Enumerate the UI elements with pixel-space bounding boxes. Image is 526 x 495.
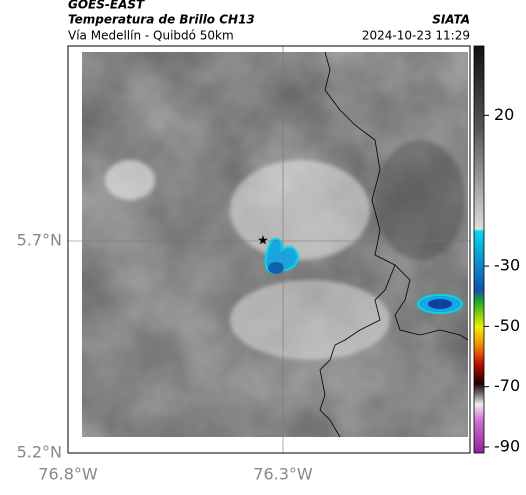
colorbar-tick-label: -90 [494, 436, 520, 455]
colorbar [473, 45, 485, 454]
colorbar-tick-label: -30 [494, 256, 520, 275]
map-frame: ★ [67, 45, 471, 454]
lat-label: 5.2°N [17, 443, 62, 462]
lon-label: 76.8°W [38, 465, 98, 484]
lon-label: 76.3°W [253, 465, 313, 484]
product-label: Temperatura de Brillo CH13 [68, 13, 255, 27]
satellite-label: GOES-EAST [68, 0, 145, 12]
colorbar-tick-label: -70 [494, 376, 520, 395]
colorbar-tick-label: 20 [494, 105, 514, 124]
route-label: Vía Medellín - Quibdó 50km [68, 29, 234, 43]
colorbar-ticks: 20 -30 -50 -70 -90 [484, 105, 520, 455]
timestamp-label: 2024-10-23 11:29 [362, 29, 470, 43]
svg-text:★: ★ [257, 234, 269, 249]
lat-label: 5.7°N [17, 231, 62, 250]
colorbar-tick-label: -50 [494, 316, 520, 335]
source-label: SIATA [432, 13, 470, 27]
